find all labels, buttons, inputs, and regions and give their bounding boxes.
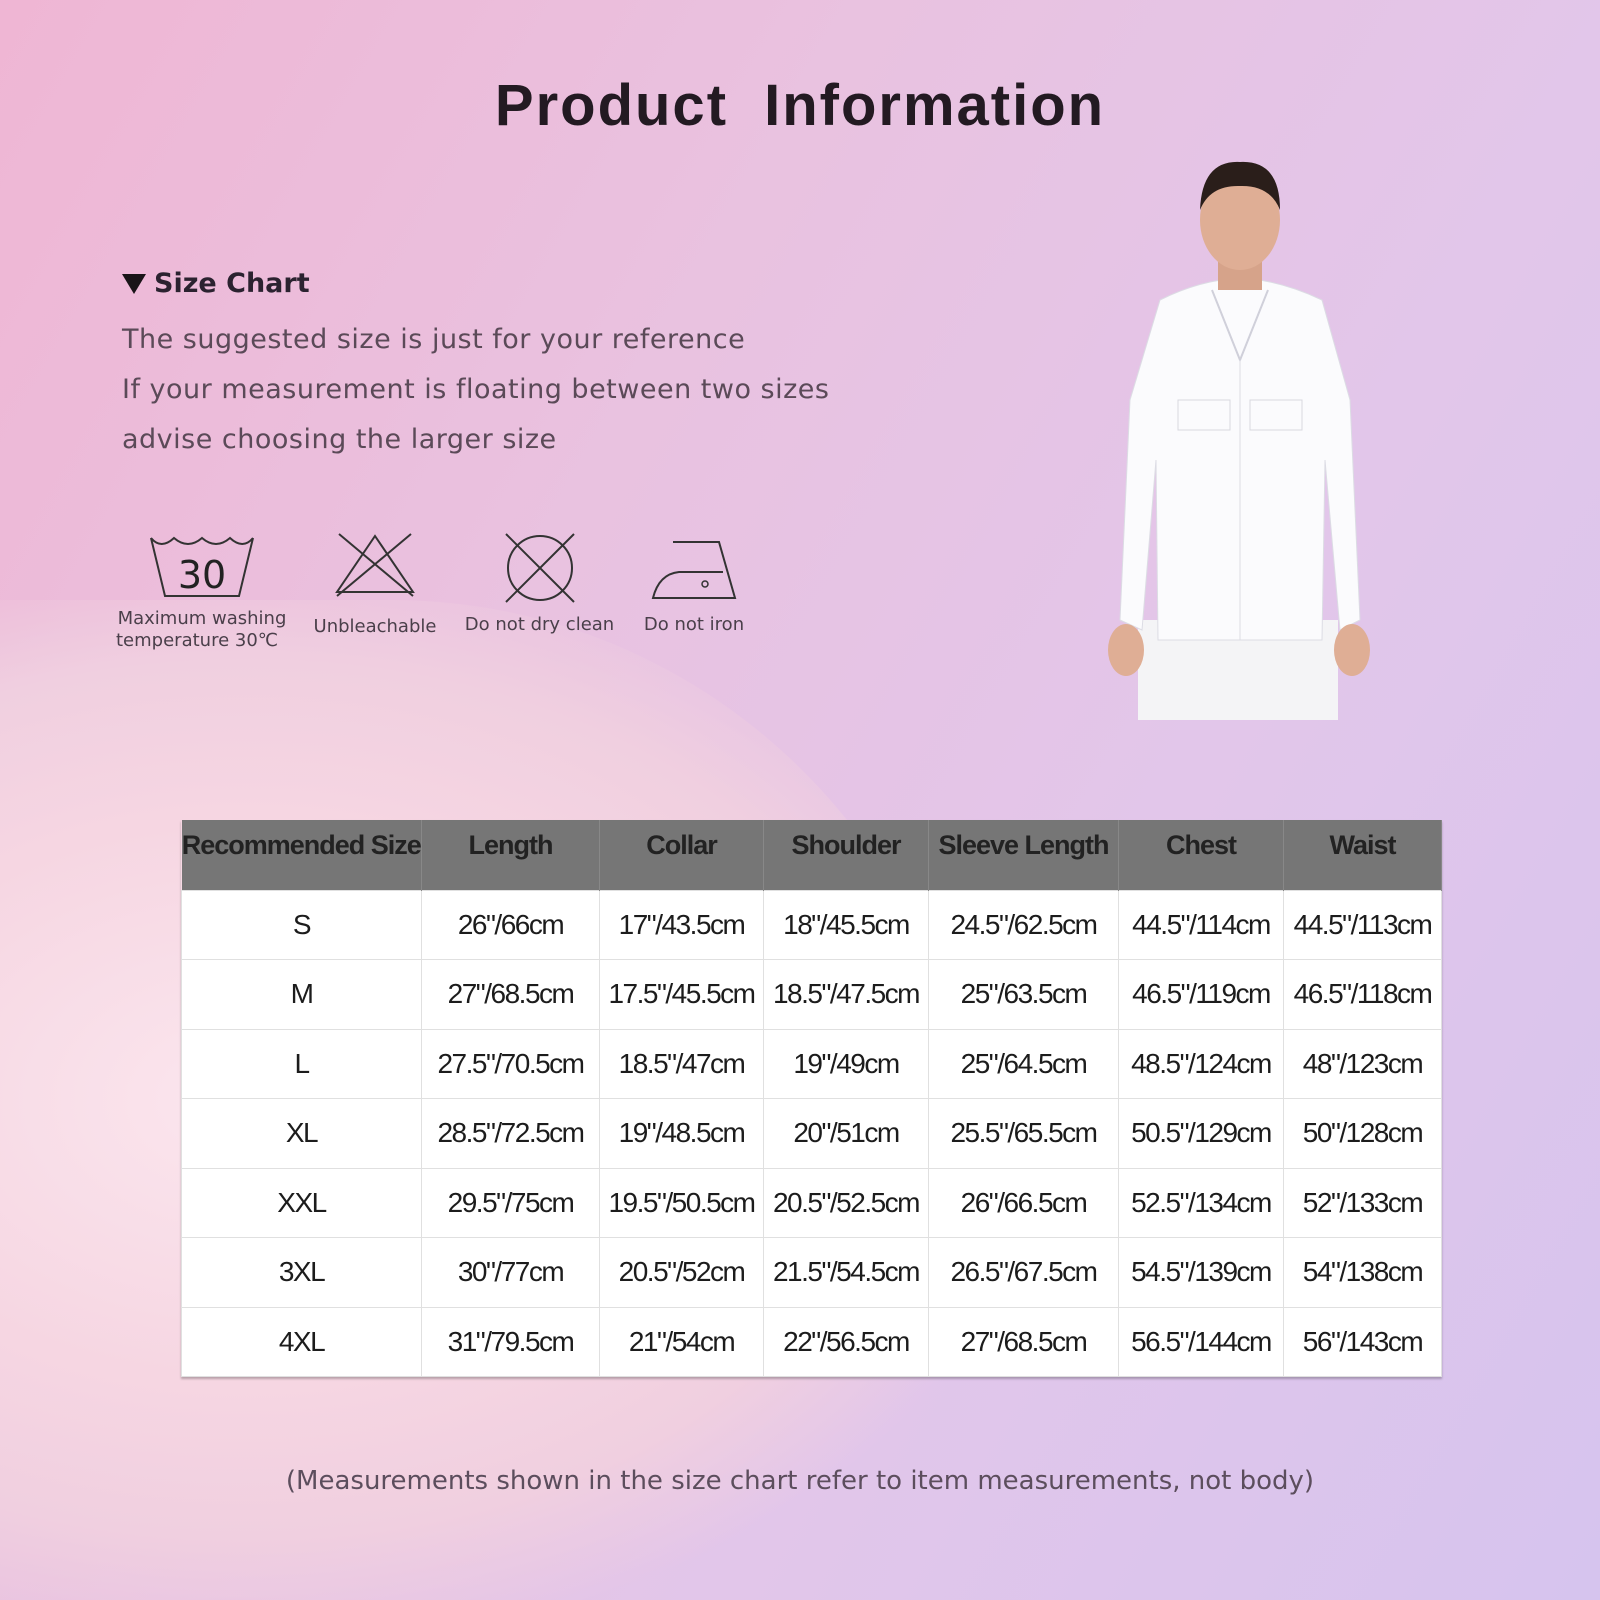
table-cell: 28.5"/72.5cm xyxy=(421,1098,600,1169)
size-note: If your measurement is floating between … xyxy=(122,374,830,405)
table-cell: 52.5"/134cm xyxy=(1118,1167,1284,1238)
table-row: L 27.5"/70.5cm 18.5"/47cm 19"/49cm 25"/64.5c… xyxy=(181,1028,1442,1099)
care-label: Maximum washing xyxy=(117,608,287,629)
table-cell: S xyxy=(181,889,422,960)
table-cell: 19.5"/50.5cm xyxy=(599,1167,764,1238)
column-header: Waist xyxy=(1283,820,1442,890)
table-cell: 46.5"/119cm xyxy=(1118,959,1284,1030)
table-row: XL 28.5"/72.5cm 19"/48.5cm 20"/51cm 25.5"/65… xyxy=(181,1098,1442,1169)
table-cell: 21.5"/54.5cm xyxy=(763,1237,929,1308)
wash-temperature-number: 30 xyxy=(178,553,226,597)
table-cell: L xyxy=(181,1028,422,1099)
column-header: Length xyxy=(421,820,600,890)
table-cell: 56"/143cm xyxy=(1283,1306,1442,1377)
table-cell: 18.5"/47.5cm xyxy=(763,959,929,1030)
table-cell: 54.5"/139cm xyxy=(1118,1237,1284,1308)
size-chart-table: Recommended Size Length Collar Shoulder … xyxy=(181,820,1442,1377)
product-model-photo xyxy=(1108,161,1370,720)
column-header: Collar xyxy=(599,820,764,890)
table-cell: 24.5"/62.5cm xyxy=(928,889,1119,960)
size-chart-label: Size Chart xyxy=(154,268,310,299)
table-cell: 26"/66.5cm xyxy=(928,1167,1119,1238)
size-chart-heading: Size Chart xyxy=(122,268,310,299)
size-note: advise choosing the larger size xyxy=(122,424,557,455)
table-row: 4XL 31"/79.5cm 21"/54cm 22"/56.5cm 27"/68.5c… xyxy=(181,1306,1442,1377)
table-cell: 17"/43.5cm xyxy=(599,889,764,960)
care-label: Do not dry clean xyxy=(464,614,615,635)
table-cell: 56.5"/144cm xyxy=(1118,1306,1284,1377)
table-cell: 18.5"/47cm xyxy=(599,1028,764,1099)
table-cell: 48.5"/124cm xyxy=(1118,1028,1284,1099)
table-cell: 44.5"/113cm xyxy=(1283,889,1442,960)
table-cell: XXL xyxy=(181,1167,422,1238)
care-item-bleach: Unbleachable xyxy=(310,530,440,638)
table-cell: 21"/54cm xyxy=(599,1306,764,1377)
table-cell: XL xyxy=(181,1098,422,1169)
care-item-wash: 30 Maximum washing temperature 30℃ xyxy=(112,530,292,652)
table-header-row: Recommended Size Length Collar Shoulder … xyxy=(181,820,1442,890)
care-label: temperature 30℃ xyxy=(116,630,278,651)
table-cell: 50"/128cm xyxy=(1283,1098,1442,1169)
table-cell: 25"/63.5cm xyxy=(928,959,1119,1030)
table-cell: 27"/68.5cm xyxy=(928,1306,1119,1377)
table-cell: 22"/56.5cm xyxy=(763,1306,929,1377)
table-cell: 48"/123cm xyxy=(1283,1028,1442,1099)
care-label: Unbleachable xyxy=(313,616,437,637)
table-cell: 18"/45.5cm xyxy=(763,889,929,960)
table-row: S 26"/66cm 17"/43.5cm 18"/45.5cm 24.5"/62.5c… xyxy=(181,889,1442,960)
table-cell: 19"/49cm xyxy=(763,1028,929,1099)
no-dry-clean-icon xyxy=(504,533,575,603)
table-cell: 26.5"/67.5cm xyxy=(928,1237,1119,1308)
table-cell: 46.5"/118cm xyxy=(1283,959,1442,1030)
table-cell: 25.5"/65.5cm xyxy=(928,1098,1119,1169)
table-cell: 27"/68.5cm xyxy=(421,959,600,1030)
table-row: XXL 29.5"/75cm 19.5"/50.5cm 20.5"/52.5cm 26"… xyxy=(181,1167,1442,1238)
size-note: The suggested size is just for your refe… xyxy=(122,324,746,355)
column-header: Recommended Size xyxy=(181,820,422,890)
triangle-down-icon xyxy=(122,273,146,294)
table-cell: 30"/77cm xyxy=(421,1237,600,1308)
footnote: (Measurements shown in the size chart re… xyxy=(285,1466,1315,1496)
table-cell: 26"/66cm xyxy=(421,889,600,960)
table-cell: 52"/133cm xyxy=(1283,1167,1442,1238)
table-cell: 29.5"/75cm xyxy=(421,1167,600,1238)
care-label: Do not iron xyxy=(643,614,745,635)
table-cell: 50.5"/129cm xyxy=(1118,1098,1284,1169)
table-cell: 25"/64.5cm xyxy=(928,1028,1119,1099)
table-cell: 19"/48.5cm xyxy=(599,1098,764,1169)
table-cell: 20.5"/52cm xyxy=(599,1237,764,1308)
table-cell: 20"/51cm xyxy=(763,1098,929,1169)
table-cell: 27.5"/70.5cm xyxy=(421,1028,600,1099)
column-header: Sleeve Length xyxy=(928,820,1119,890)
care-item-iron: Do not iron xyxy=(634,530,754,636)
table-row: 3XL 30"/77cm 20.5"/52cm 21.5"/54.5cm 26.5"/6… xyxy=(181,1237,1442,1308)
care-item-dry-clean: Do not dry clean xyxy=(462,530,617,636)
table-cell: M xyxy=(181,959,422,1030)
table-row: M 27"/68.5cm 17.5"/45.5cm 18.5"/47.5cm 25"/6… xyxy=(181,959,1442,1030)
column-header: Chest xyxy=(1118,820,1284,890)
table-cell: 54"/138cm xyxy=(1283,1237,1442,1308)
table-cell: 4XL xyxy=(181,1306,422,1377)
table-cell: 31"/79.5cm xyxy=(421,1306,600,1377)
page-title: Product Information xyxy=(494,73,1106,138)
table-cell: 17.5"/45.5cm xyxy=(599,959,764,1030)
table-cell: 20.5"/52.5cm xyxy=(763,1167,929,1238)
column-header: Shoulder xyxy=(763,820,929,890)
no-iron-icon xyxy=(651,541,737,599)
table-cell: 3XL xyxy=(181,1237,422,1308)
no-bleach-icon xyxy=(335,533,415,597)
table-cell: 44.5"/114cm xyxy=(1118,889,1284,960)
wash-30-icon: 30 xyxy=(150,536,254,597)
